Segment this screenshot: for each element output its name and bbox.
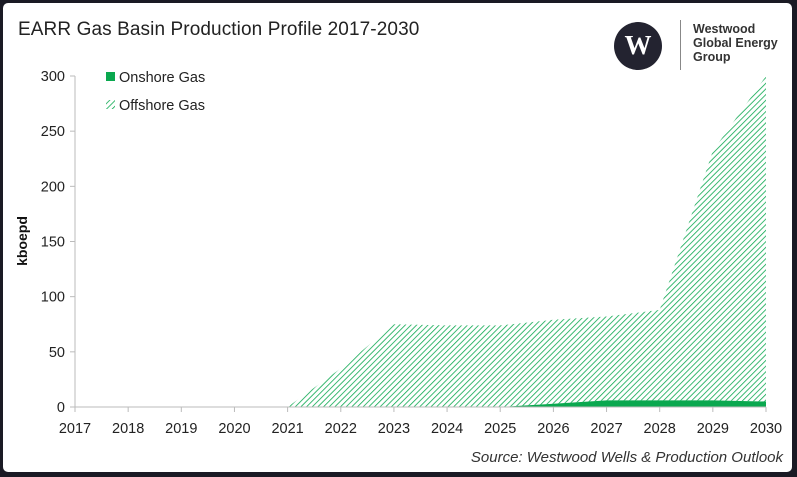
source-note: Source: Westwood Wells & Production Outl…: [470, 449, 783, 466]
x-tick-label: 2017: [59, 421, 91, 437]
y-tick-label: 50: [49, 345, 65, 361]
x-tick-label: 2023: [378, 421, 410, 437]
logo-emblem-icon: W: [614, 22, 662, 70]
onshore-gas-area: [75, 400, 766, 407]
x-tick-label: 2025: [484, 421, 516, 437]
westwood-logo: W Westwood Global Energy Group: [612, 20, 782, 74]
legend-swatch-onshore: [106, 72, 115, 81]
legend-label-onshore: Onshore Gas: [119, 70, 205, 86]
x-tick-label: 2028: [644, 421, 676, 437]
y-tick-label: 150: [41, 235, 65, 251]
x-tick-label: 2021: [271, 421, 303, 437]
x-tick-label: 2022: [325, 421, 357, 437]
x-tick-label: 2030: [750, 421, 782, 437]
y-tick-label: 300: [41, 69, 65, 85]
logo-text: Westwood Global Energy Group: [693, 22, 778, 64]
x-tick-label: 2020: [218, 421, 250, 437]
y-tick-label: 250: [41, 124, 65, 140]
plot-area: 0 50 100 150 200 250 300 2017 2018 2019 2020 2021 20…: [41, 69, 782, 437]
x-tick-label: 2026: [537, 421, 569, 437]
x-tick-label: 2029: [697, 421, 729, 437]
x-tick-label: 2024: [431, 421, 463, 437]
logo-line-3: Group: [693, 50, 731, 64]
logo-divider: [680, 20, 681, 70]
x-tick-label: 2019: [165, 421, 197, 437]
y-tick-label: 200: [41, 179, 65, 195]
offshore-gas-area: [75, 76, 766, 407]
chart-title: EARR Gas Basin Production Profile 2017-2…: [18, 19, 420, 40]
y-tick-label: 100: [41, 290, 65, 306]
y-axis-label: kboepd: [14, 216, 30, 266]
logo-line-2: Global Energy: [693, 36, 778, 50]
legend-swatch-offshore: [106, 100, 115, 109]
logo-line-1: Westwood: [693, 22, 756, 36]
x-tick-label: 2027: [590, 421, 622, 437]
y-tick-label: 0: [57, 400, 65, 416]
legend-label-offshore: Offshore Gas: [119, 98, 205, 114]
x-tick-label: 2018: [112, 421, 144, 437]
